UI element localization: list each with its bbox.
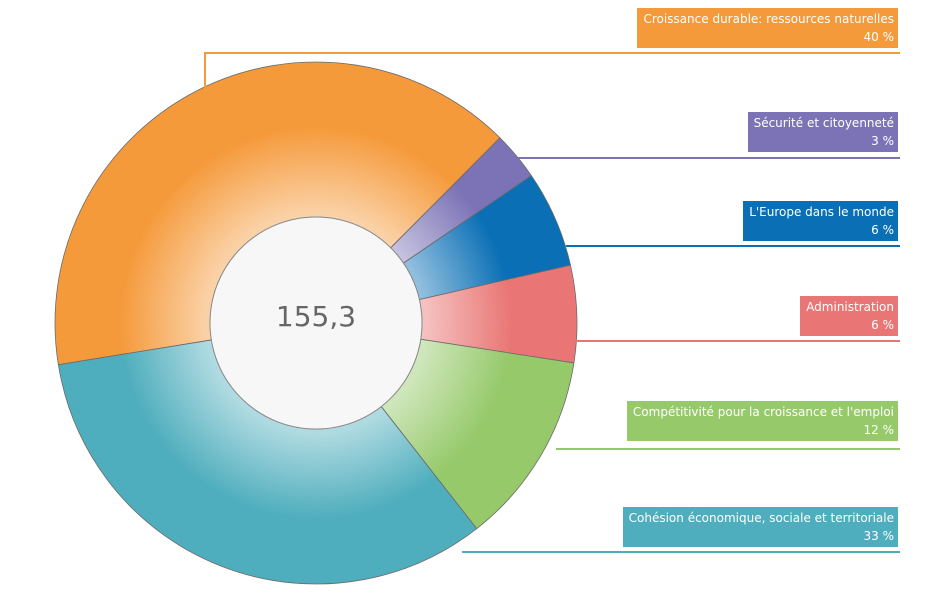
slice-value: 40 % [863, 30, 895, 44]
slice-name: L'Europe dans le monde [749, 205, 894, 219]
slice-name: Compétitivité pour la croissance et l'em… [632, 405, 894, 419]
slice-label-5: Compétitivité pour la croissance et l'em… [626, 401, 898, 441]
slice-name: Administration [806, 300, 894, 314]
slice-name: Croissance durable: ressources naturelle… [643, 12, 894, 26]
slice-label-4: Administration 6 % [800, 296, 898, 336]
slice-label-3: L'Europe dans le monde 6 % [743, 201, 898, 241]
slice-value: 3 % [871, 134, 894, 148]
slice-name: Sécurité et citoyenneté [753, 116, 894, 130]
leader-line-1 [204, 52, 900, 88]
donut-hole [209, 216, 423, 430]
slice-value: 33 % [863, 529, 895, 543]
slice-value: 6 % [871, 318, 894, 332]
slice-name: Cohésion économique, sociale et territor… [628, 511, 894, 525]
slice-label-6: Cohésion économique, sociale et territor… [622, 507, 898, 547]
slice-value: 6 % [871, 223, 894, 237]
slice-value: 12 % [863, 423, 895, 437]
slice-label-2: Sécurité et citoyenneté 3 % [747, 112, 898, 152]
total-value: 155,3 [275, 300, 357, 333]
slice-label-1: Croissance durable: ressources naturelle… [637, 8, 898, 48]
